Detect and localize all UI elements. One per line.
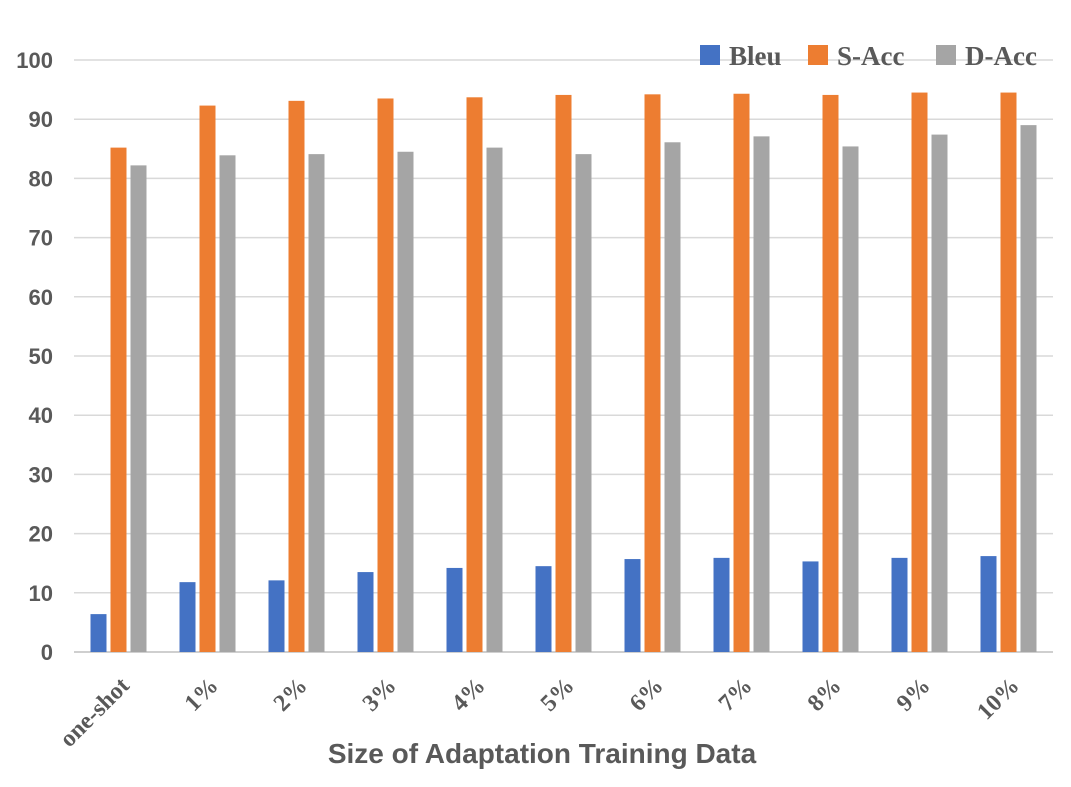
legend-swatch-s-acc: [808, 45, 828, 65]
bar-d-acc-2: [308, 154, 325, 653]
y-tick-label: 30: [29, 462, 53, 487]
bar-s-acc-4: [466, 97, 483, 652]
bar-d-acc-8: [842, 146, 859, 652]
bar-d-acc-7: [753, 136, 770, 653]
bar-s-acc-2: [288, 100, 305, 652]
bar-d-acc-1: [219, 155, 236, 652]
x-axis-label: Size of Adaptation Training Data: [328, 738, 757, 769]
y-tick-label: 60: [29, 285, 53, 310]
bar-d-acc-0: [130, 165, 147, 652]
x-tick-label: 5%: [536, 673, 580, 717]
legend-label-d-acc: D-Acc: [965, 41, 1037, 71]
bars: [90, 92, 1037, 653]
bar-bleu-3: [357, 572, 374, 652]
legend-swatch-bleu: [700, 45, 720, 65]
x-tick-label: 8%: [803, 673, 847, 717]
x-tick-label: 10%: [972, 673, 1024, 725]
bar-d-acc-6: [664, 142, 681, 652]
y-tick-label: 50: [29, 344, 53, 369]
bar-s-acc-0: [110, 147, 127, 652]
x-tick-label: 4%: [447, 673, 491, 717]
bar-s-acc-1: [199, 105, 216, 653]
bar-s-acc-8: [822, 94, 839, 653]
bar-bleu-2: [268, 580, 285, 652]
bar-bleu-5: [535, 566, 552, 652]
x-tick-label: 1%: [180, 673, 224, 717]
x-tick-label: one-shot: [55, 673, 135, 753]
y-tick-label: 70: [29, 226, 53, 251]
bar-s-acc-6: [644, 94, 661, 652]
legend-label-s-acc: S-Acc: [837, 41, 904, 71]
bar-d-acc-5: [575, 154, 592, 653]
bar-d-acc-3: [397, 151, 414, 652]
y-tick-label: 90: [29, 107, 53, 132]
y-tick-label: 100: [16, 48, 53, 73]
y-tick-label: 40: [29, 403, 53, 428]
x-tick-label: 7%: [714, 673, 758, 717]
x-tick-label: 2%: [269, 673, 313, 717]
bar-s-acc-3: [377, 98, 394, 653]
bar-s-acc-9: [911, 92, 928, 652]
bar-bleu-8: [802, 561, 819, 652]
bar-s-acc-5: [555, 94, 572, 653]
bar-s-acc-7: [733, 93, 750, 652]
legend-label-bleu: Bleu: [729, 41, 782, 71]
bar-s-acc-10: [1000, 92, 1017, 652]
legend-swatch-d-acc: [936, 45, 956, 65]
bar-bleu-4: [446, 567, 463, 652]
bar-bleu-9: [891, 557, 908, 652]
x-tick-label: 9%: [892, 673, 936, 717]
y-tick-label: 0: [41, 640, 53, 665]
y-tick-label: 20: [29, 522, 53, 547]
y-tick-label: 80: [29, 166, 53, 191]
y-axis-ticks: 0 10 20 30 40 50 60 70 80 90 100: [16, 48, 53, 665]
bar-bleu-0: [90, 614, 107, 652]
bar-d-acc-4: [486, 147, 503, 652]
bar-bleu-6: [624, 559, 641, 652]
x-tick-label: 3%: [358, 673, 402, 717]
bar-bleu-1: [179, 582, 196, 652]
legend: Bleu S-Acc D-Acc: [700, 41, 1037, 71]
bar-d-acc-9: [931, 134, 948, 653]
bar-bleu-7: [713, 557, 730, 652]
x-tick-label: 6%: [625, 673, 669, 717]
bar-d-acc-10: [1020, 125, 1037, 653]
bar-bleu-10: [980, 556, 997, 652]
y-tick-label: 10: [29, 581, 53, 606]
